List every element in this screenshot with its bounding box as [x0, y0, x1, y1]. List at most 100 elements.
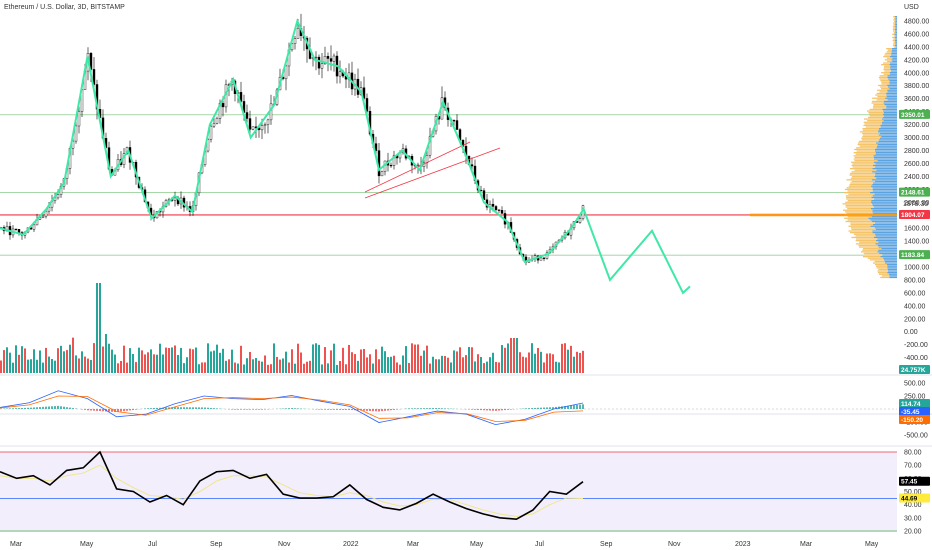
volume-profile-up: [889, 64, 897, 66]
volume-profile-down: [892, 30, 895, 32]
macd-histogram-bar: [378, 409, 380, 412]
volume-bar: [360, 349, 362, 373]
macd-histogram-bar: [351, 409, 353, 411]
horizontal-levels[interactable]: [0, 114, 897, 256]
volume-bar: [405, 346, 407, 373]
badge-1804-text: 1804.07: [901, 212, 925, 219]
volume-profile-down: [876, 99, 888, 101]
candle-body: [212, 123, 216, 127]
volume-profile-down: [850, 182, 873, 184]
volume-profile-up: [892, 60, 897, 63]
candle-body: [500, 210, 504, 214]
volume-bar: [135, 362, 137, 373]
price-tick-label: 2000.00: [904, 200, 929, 207]
macd-histogram-bar: [495, 409, 497, 411]
price-tick-label: 2800.00: [904, 148, 929, 155]
volume-profile-down: [856, 238, 878, 240]
badge-rsi-1: [899, 476, 930, 486]
volume-profile-down: [863, 121, 882, 123]
price-candles[interactable]: [0, 13, 585, 266]
volume-profile-down: [845, 204, 873, 207]
volume-bar: [558, 362, 560, 373]
price-tick-label: 1400.00: [904, 239, 929, 246]
macd-histogram-bar: [477, 409, 479, 410]
volume-profile-up: [895, 46, 897, 48]
volume-profile-down: [867, 120, 884, 122]
volume-profile-up: [895, 43, 897, 45]
macd-histogram-bar: [339, 409, 341, 410]
candle-body: [41, 215, 45, 218]
volume-profile-down: [850, 224, 873, 226]
volume-profile-down: [881, 83, 890, 85]
macd-histogram-bar: [297, 408, 299, 409]
volume-profile-down: [881, 64, 890, 66]
projection-path[interactable]: [582, 207, 691, 295]
macd-histogram-bar: [66, 407, 68, 409]
macd-histogram-bar: [369, 409, 371, 412]
time-axis[interactable]: Mar May Jul Sep Nov 2022 Mar May Jul Sep Nov 2023 Ma…: [10, 541, 879, 548]
macd-histogram-bar: [36, 407, 38, 409]
macd-histogram-bar: [471, 409, 473, 410]
volume-profile-down: [880, 86, 888, 88]
volume-bar: [552, 354, 554, 373]
volume-bar: [570, 345, 572, 373]
volume-profile-down: [878, 76, 888, 79]
chart-title: Ethereum / U.S. Dollar, 3D, BITSTAMP: [4, 4, 125, 11]
volume-profile-down: [854, 156, 874, 159]
volume-bar: [183, 363, 185, 373]
volume-profile-down: [846, 187, 873, 189]
volume-profile-down: [867, 257, 884, 259]
volume-profile-up: [895, 25, 897, 27]
volume-bar: [165, 347, 167, 373]
volume-profile-down: [850, 232, 873, 234]
macd-histogram-bar: [144, 408, 146, 409]
macd-histogram-bar: [552, 407, 554, 409]
volume-bar: [48, 356, 50, 373]
volume-bar: [411, 343, 413, 373]
rsi-band: [0, 452, 897, 532]
volume-bar: [540, 351, 542, 373]
volume-profile-up: [878, 249, 897, 251]
volume-bar: [522, 356, 524, 373]
zigzag-pattern[interactable]: [0, 18, 584, 264]
candle-body: [89, 52, 93, 70]
volume-profile-down: [881, 81, 890, 83]
volume-profile-down: [863, 252, 880, 255]
rsi-ma-line: [0, 464, 584, 518]
volume-bar: [528, 352, 530, 373]
macd-histogram-bar: [375, 409, 377, 412]
macd-histogram-bar: [474, 409, 476, 410]
volume-bar: [483, 363, 485, 373]
volume-profile-down: [850, 177, 877, 179]
time-tick-label: Nov: [278, 541, 291, 548]
macd-pane: [0, 390, 897, 426]
macd-histogram-bar: [213, 408, 215, 409]
volume-bar: [459, 347, 461, 373]
volume-bar: [426, 345, 428, 373]
volume-profile-down: [855, 235, 876, 237]
volume-profile-down: [854, 160, 878, 162]
volume-profile-up: [895, 35, 897, 37]
candle-body: [329, 58, 333, 62]
volume-profile-up: [883, 257, 897, 259]
macd-histogram-bar: [54, 406, 56, 409]
volume-profile-up: [890, 70, 897, 72]
volume-bar: [189, 348, 191, 373]
volume-profile-down: [850, 227, 875, 229]
volume-profile-up: [874, 150, 897, 152]
volume-profile-up: [886, 94, 897, 96]
volume-bar: [0, 360, 2, 373]
volume-profile-up: [895, 41, 897, 43]
volume-profile-up: [880, 256, 897, 258]
volume-bar: [114, 354, 116, 373]
volume-bar: [291, 349, 293, 373]
candle-body: [494, 206, 498, 210]
volume-bar: [312, 344, 314, 373]
candle-body: [320, 63, 324, 69]
candle-body: [74, 125, 78, 142]
volume-profile-down: [848, 230, 873, 232]
volume-profile-down: [883, 67, 890, 69]
volume-bar: [399, 364, 401, 373]
